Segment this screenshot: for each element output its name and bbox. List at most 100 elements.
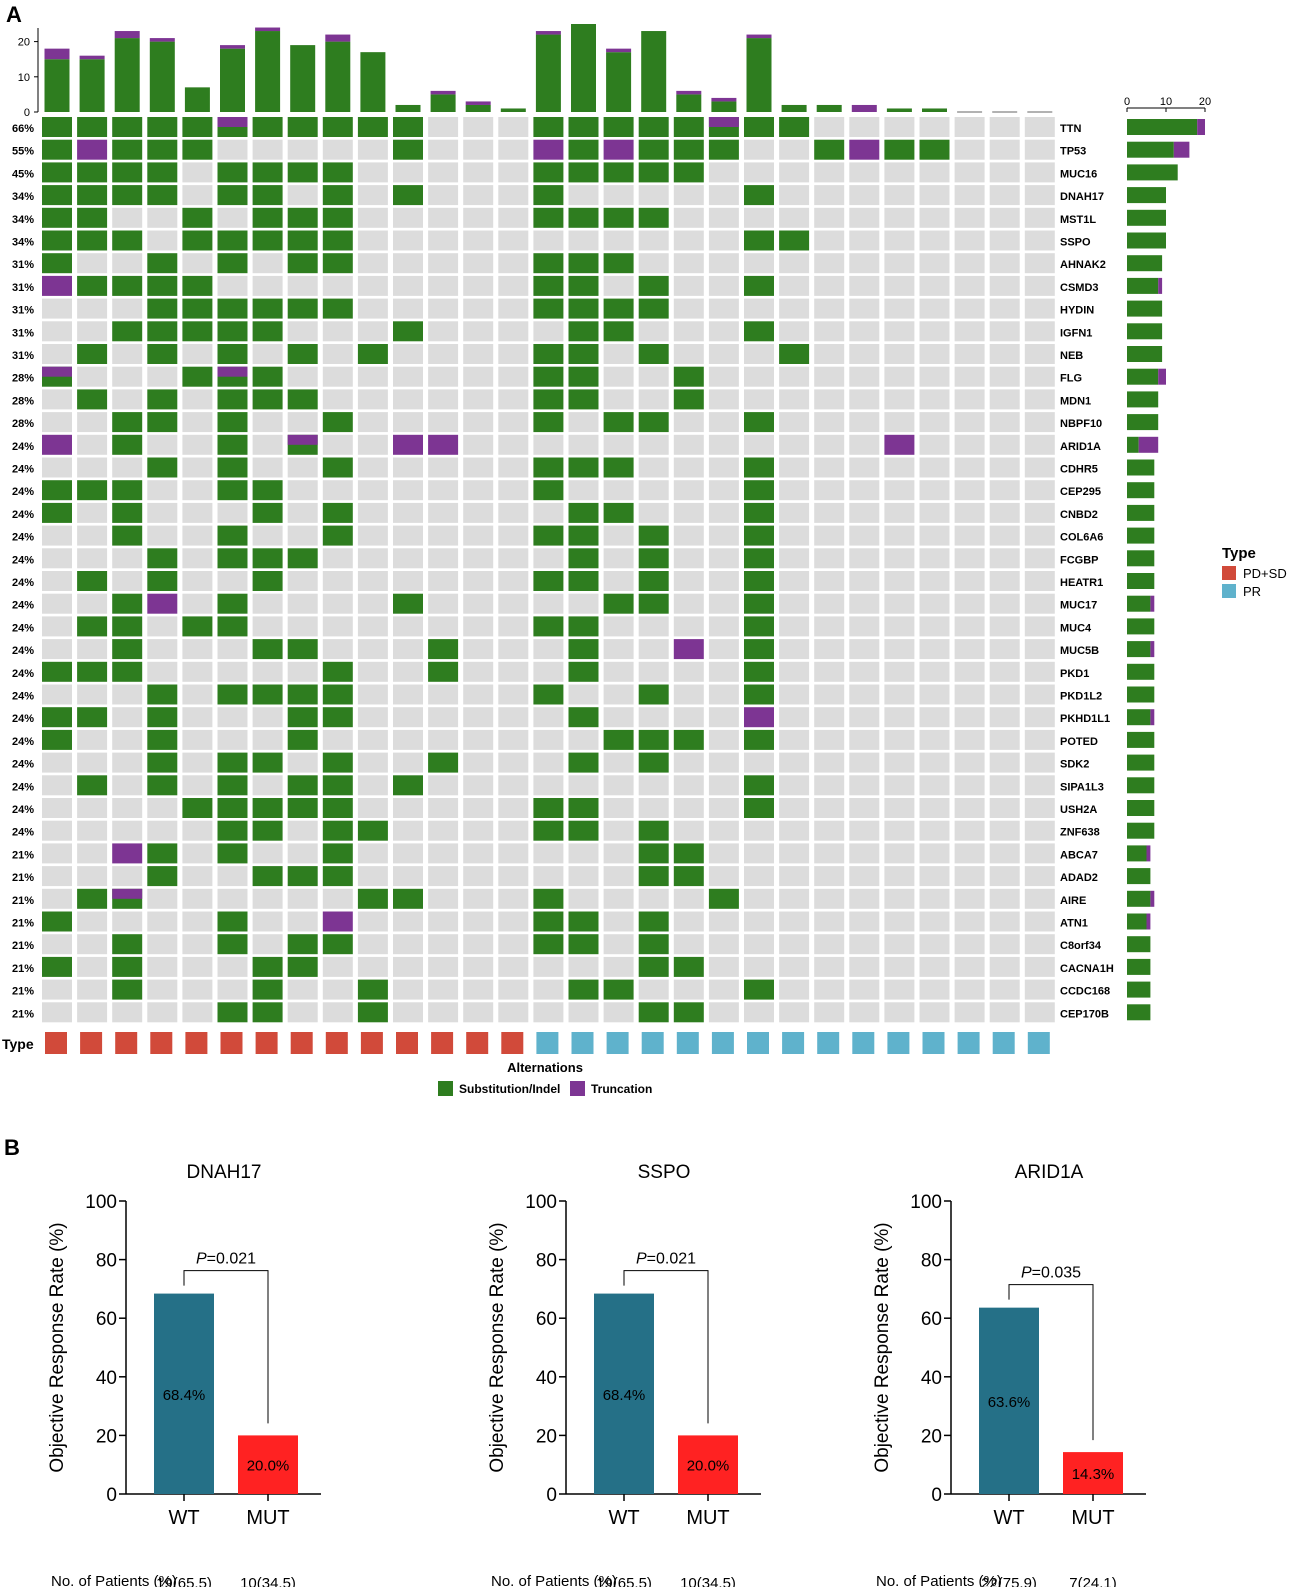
mutation-cell-empty	[463, 956, 494, 977]
mutation-cell-empty	[814, 571, 845, 591]
top-bar-substitution	[255, 31, 281, 112]
top-bar-substitution	[746, 38, 772, 112]
mutation-cell-substitution	[252, 366, 283, 387]
mutation-cell-empty	[779, 979, 810, 1000]
gene-label: CCDC168	[1060, 986, 1110, 998]
bar-value-label: 14.3%	[1072, 1466, 1115, 1483]
gene-label: DNAH17	[1060, 191, 1104, 203]
mutation-cell-empty	[428, 979, 459, 1000]
patients-row-label: No. of Patients (%)	[876, 1573, 1002, 1587]
mutation-cell-empty	[708, 344, 739, 364]
mutation-cell-empty	[673, 344, 704, 364]
mutation-cell-empty	[884, 230, 915, 251]
mutation-cell-substitution	[147, 162, 178, 183]
mutation-cell-substitution	[252, 979, 283, 1000]
mutation-cell-empty	[954, 593, 985, 614]
mutation-cell-empty	[42, 820, 72, 841]
mutation-cell-empty	[1024, 956, 1055, 977]
right-bar-truncation	[1173, 141, 1190, 158]
mutation-cell-empty	[357, 798, 388, 818]
mutation-cell-substitution	[744, 616, 774, 637]
gene-label: ARID1A	[1060, 441, 1101, 453]
sample-type-pd-sd	[290, 1032, 313, 1054]
sample-type-pd-sd	[185, 1032, 208, 1054]
mutation-cell-substitution	[393, 321, 423, 342]
right-bar-substitution	[1127, 527, 1155, 544]
mutation-cell-empty	[357, 230, 388, 251]
mutation-cell-substitution	[322, 684, 353, 705]
mutation-cell-empty	[744, 843, 774, 864]
sample-type-pd-sd	[80, 1032, 103, 1054]
mutation-cell-empty	[357, 707, 388, 728]
mutation-cell-empty	[42, 344, 72, 364]
mutation-cell-empty	[393, 502, 423, 523]
right-bar-truncation	[1197, 119, 1205, 135]
mutation-cell-substitution	[638, 752, 669, 773]
top-bar-substitution	[781, 104, 807, 112]
mutation-cell-empty	[849, 344, 880, 364]
mutation-cell-empty	[708, 684, 739, 705]
top-bar-truncation	[44, 48, 70, 60]
top-bar-truncation	[255, 27, 281, 32]
mutation-cell-substitution	[744, 729, 774, 750]
mutation-cell-empty	[42, 775, 72, 796]
mutation-cell-substitution	[322, 752, 353, 773]
mutation-cell-empty	[357, 298, 388, 319]
right-bar-substitution	[1127, 641, 1151, 658]
mutation-cell-empty	[954, 298, 985, 319]
mutation-cell-empty	[708, 661, 739, 682]
mutation-cell-empty	[147, 525, 178, 546]
mutation-cell-empty	[814, 253, 845, 274]
sample-type-pr	[782, 1032, 805, 1054]
mutation-cell-substitution	[744, 185, 774, 206]
mutation-cell-empty	[463, 593, 494, 614]
right-bar-truncation	[1150, 595, 1155, 612]
mutation-cell-substitution	[533, 275, 564, 296]
mutation-cell-empty	[498, 911, 529, 932]
mutation-cell-empty	[147, 639, 178, 660]
mutation-cell-empty	[357, 548, 388, 569]
mutation-cell-empty	[77, 1002, 108, 1023]
p-value-label: P=0.021	[636, 1251, 696, 1268]
mutation-cell-empty	[849, 752, 880, 773]
mutation-cell-substitution	[568, 661, 599, 682]
mutation-cell-empty	[779, 661, 810, 682]
mutation-cell-empty	[77, 593, 108, 614]
legend-swatch-pd-sd	[1222, 566, 1236, 580]
mutation-cell-empty	[779, 639, 810, 660]
mutation-cell-empty	[1024, 321, 1055, 342]
sample-type-pd-sd	[150, 1032, 173, 1054]
mutation-cell-empty	[428, 911, 459, 932]
y-tick-label: 80	[921, 1251, 942, 1272]
mutation-cell-substitution	[673, 1002, 704, 1023]
mutation-cell-substitution	[779, 344, 810, 364]
mutation-cell-empty	[603, 956, 634, 977]
mutation-cell-substitution	[287, 866, 318, 887]
mutation-cell-empty	[77, 979, 108, 1000]
mutation-cell-substitution	[147, 253, 178, 274]
mutation-cell-empty	[814, 389, 845, 410]
mutation-cell-empty	[498, 684, 529, 705]
mutation-cell-empty	[814, 956, 845, 977]
mutation-cell-empty	[463, 298, 494, 319]
mutation-cell-substitution	[217, 752, 248, 773]
mutation-cell-empty	[112, 729, 143, 750]
mutation-cell-empty	[217, 956, 248, 977]
mutation-cell-empty	[884, 525, 915, 546]
mutation-cell-substitution	[77, 775, 108, 796]
mutation-cell-empty	[989, 1002, 1020, 1023]
right-bar-substitution	[1127, 845, 1147, 862]
mutation-cell-empty	[357, 185, 388, 206]
mutation-cell-empty	[673, 480, 704, 501]
mutation-cell-empty	[498, 412, 529, 433]
mutation-cell-empty	[638, 707, 669, 728]
mutation-cell-empty	[77, 412, 108, 433]
mutation-cell-empty	[568, 866, 599, 887]
mutation-cell-empty	[498, 480, 529, 501]
mutation-cell-empty	[42, 525, 72, 546]
sample-type-pd-sd	[360, 1032, 383, 1054]
mutation-cell-empty	[708, 752, 739, 773]
mutation-cell-empty	[779, 366, 810, 387]
mutation-cell-substitution	[568, 979, 599, 1000]
mutation-cell-substitution	[42, 911, 72, 932]
